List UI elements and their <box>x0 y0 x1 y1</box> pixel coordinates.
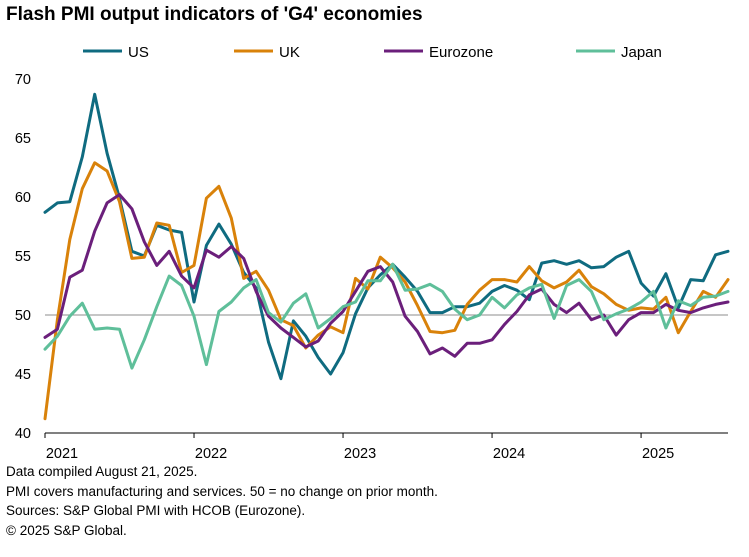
y-tick-label: 50 <box>15 308 31 324</box>
x-tick-label: 2023 <box>344 446 376 462</box>
x-tick-label: 2021 <box>46 446 78 462</box>
chart-title: Flash PMI output indicators of 'G4' econ… <box>6 4 423 25</box>
x-axis: 2021 2022 2023 2024 2025 <box>44 433 674 462</box>
legend-label-us: US <box>128 44 149 61</box>
series-line-japan <box>43 262 730 370</box>
note-coverage: PMI covers manufacturing and services. 5… <box>6 483 438 499</box>
legend: US UK Eurozone Japan <box>83 44 662 61</box>
legend-label-eurozone: Eurozone <box>429 44 493 61</box>
y-tick-label: 65 <box>15 131 31 147</box>
note-compiled: Data compiled August 21, 2025. <box>6 464 198 479</box>
note-sources: Sources: S&P Global PMI with HCOB (Euroz… <box>6 503 306 518</box>
y-tick-label: 45 <box>15 367 31 383</box>
series-line-uk <box>43 161 730 421</box>
y-tick-label: 40 <box>15 426 31 442</box>
legend-label-uk: UK <box>279 44 300 61</box>
legend-label-japan: Japan <box>621 44 662 61</box>
note-copyright: © 2025 S&P Global. <box>6 522 127 538</box>
footnotes: Data compiled August 21, 2025. PMI cover… <box>6 462 438 540</box>
series-line-us <box>43 92 730 381</box>
y-tick-label: 60 <box>15 190 31 206</box>
y-axis: 40 45 50 55 60 65 70 <box>15 72 31 442</box>
x-tick-label: 2022 <box>195 446 227 462</box>
y-tick-label: 70 <box>15 72 31 88</box>
y-tick-label: 55 <box>15 249 31 265</box>
x-tick-label: 2024 <box>493 446 525 462</box>
series-lines <box>43 92 730 421</box>
x-tick-label: 2025 <box>642 446 674 462</box>
